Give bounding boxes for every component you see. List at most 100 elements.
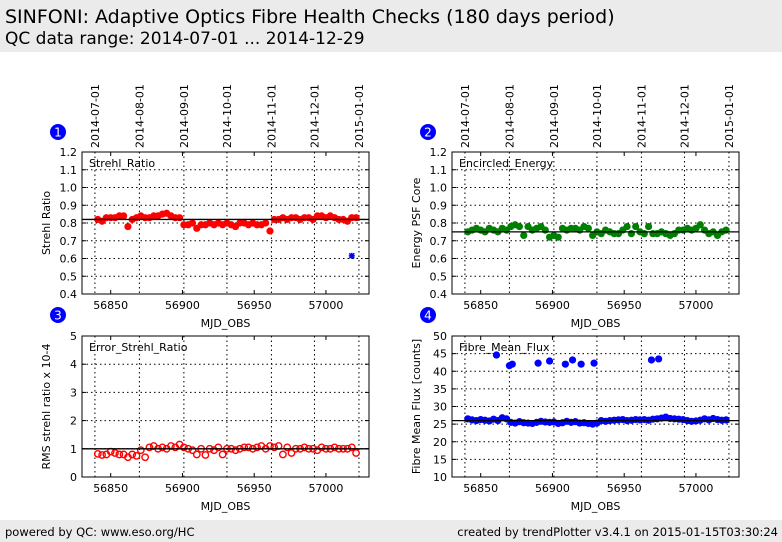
x-axis-label: MJD_OBS	[571, 317, 621, 330]
data-point	[98, 451, 106, 459]
y-tick-label: 35	[433, 383, 447, 396]
data-point	[696, 221, 704, 229]
date-tick-label: 2014-09-01	[178, 84, 191, 148]
x-tick-label: 56950	[607, 299, 642, 312]
data-point	[145, 443, 154, 452]
x-tick-label: 56850	[93, 482, 128, 495]
data-point	[192, 450, 201, 459]
data-point	[253, 443, 261, 452]
outlier-point	[545, 357, 554, 365]
y-tick-label: 0	[70, 471, 77, 484]
outlier-point	[647, 356, 656, 364]
y-tick-label: 1	[70, 443, 77, 456]
panel-number-badge	[420, 124, 436, 140]
date-tick-label: 2014-09-01	[548, 84, 561, 148]
y-tick-label: 1.2	[60, 146, 78, 159]
y-tick-label: 15	[433, 453, 447, 466]
page-header: SINFONI: Adaptive Optics Fibre Health Ch…	[0, 0, 782, 52]
x-axis-label: MJD_OBS	[201, 500, 251, 513]
panel-strehl-ratio: 1 0.4 0.5 0.6 0.7 0.8 0.9 1.0 1.1 1.2 2014-07-01 20…	[40, 84, 370, 330]
y-tick-label: 45	[433, 348, 447, 361]
y-tick-label: 1.0	[430, 182, 448, 195]
date-tick-label: 2015-01-01	[723, 84, 736, 148]
data-point	[722, 226, 730, 234]
y-tick-label: 50	[433, 330, 447, 343]
data-point	[627, 230, 635, 238]
data-point	[115, 450, 124, 459]
data-point	[347, 443, 356, 452]
data-point	[520, 231, 528, 240]
data-point	[93, 449, 102, 458]
date-tick-label: 2014-11-01	[635, 84, 648, 148]
data-point	[141, 453, 150, 462]
date-tick-label: 2014-12-01	[678, 84, 691, 148]
panel-fibre-mean-flux: 4 10 15 20 25 30 35 40 45 50 56850 56900 56950 57000 M…	[410, 307, 740, 513]
y-tick-label: 0.9	[430, 199, 448, 212]
outlier-point	[590, 359, 598, 367]
x-tick-label: 56850	[463, 482, 498, 495]
panel-number-badge	[50, 307, 66, 323]
y-tick-label: 20	[433, 436, 447, 449]
data-point	[722, 416, 730, 424]
data-point	[584, 224, 592, 232]
data-point	[554, 233, 562, 241]
y-tick-label: 40	[433, 365, 447, 378]
data-point	[640, 230, 648, 238]
panel-number-badge	[50, 124, 66, 140]
x-tick-label: 56950	[237, 299, 272, 312]
qc-data-range: QC data range: 2014-07-01 ... 2014-12-29	[5, 29, 365, 49]
x-tick-label: 56900	[165, 299, 200, 312]
data-point	[179, 443, 188, 452]
data-point	[283, 443, 292, 452]
y-tick-label: 1.1	[60, 164, 78, 177]
page-title: SINFONI: Adaptive Optics Fibre Health Ch…	[5, 6, 615, 28]
x-tick-label: 57000	[308, 482, 343, 495]
y-tick-label: 0.7	[430, 235, 448, 248]
powered-by-text: powered by QC: www.eso.org/HC	[5, 525, 195, 539]
x-tick-label: 56900	[535, 299, 570, 312]
data-point	[541, 226, 549, 234]
plot-frame	[451, 335, 740, 478]
date-tick-label: 2014-11-01	[265, 84, 278, 148]
panel-number: 4	[424, 309, 432, 323]
x-tick-label: 56950	[607, 482, 642, 495]
panel-title: Strehl_Ratio	[89, 157, 155, 170]
date-tick-label: 2014-12-01	[308, 84, 321, 148]
data-point	[317, 443, 326, 452]
y-tick-label: 25	[433, 418, 447, 431]
x-tick-label: 57000	[678, 482, 713, 495]
date-tick-label: 2014-08-01	[133, 84, 146, 148]
x-tick-label: 57000	[678, 299, 713, 312]
outlier-point	[492, 351, 501, 359]
data-point	[128, 450, 137, 459]
y-axis-label: Strehl Ratio	[40, 191, 53, 255]
panel-error-strehl-ratio: 3 0 1 2 3 4 5 56850 56900 56950 57000 MJD_OBS RMS st…	[40, 307, 370, 513]
x-tick-label: 56950	[237, 482, 272, 495]
outlier-point	[568, 356, 577, 364]
created-by-text: created by trendPlotter v3.4.1 on 2015-0…	[457, 525, 778, 539]
data-point	[266, 227, 274, 235]
data-point	[300, 443, 309, 452]
data-point	[278, 450, 287, 459]
plot-frame	[81, 151, 370, 295]
data-point	[132, 451, 141, 460]
x-tick-label: 56850	[463, 299, 498, 312]
outlier-point	[655, 355, 663, 363]
date-tick-label: 2014-10-01	[591, 84, 604, 148]
data-point	[240, 443, 249, 452]
y-tick-label: 4	[70, 358, 77, 371]
asterisk-stroke	[348, 252, 355, 259]
panel-title: Encircled_Energy	[459, 157, 554, 170]
y-axis-label: RMS strehl ratio x 10-4	[40, 343, 53, 469]
x-tick-label: 57000	[308, 299, 343, 312]
data-point	[644, 222, 653, 231]
data-point	[330, 443, 339, 452]
data-point	[623, 222, 631, 231]
plot-frame	[451, 151, 740, 295]
y-tick-label: 3	[70, 386, 77, 399]
panel-encircled-energy: 2 0.4 0.5 0.6 0.7 0.8 0.9 1.0 1.1 1.2 2014-07-01 20…	[410, 84, 740, 330]
data-point	[201, 451, 210, 459]
y-tick-label: 0.6	[430, 253, 448, 266]
y-tick-label: 0.8	[60, 217, 78, 230]
